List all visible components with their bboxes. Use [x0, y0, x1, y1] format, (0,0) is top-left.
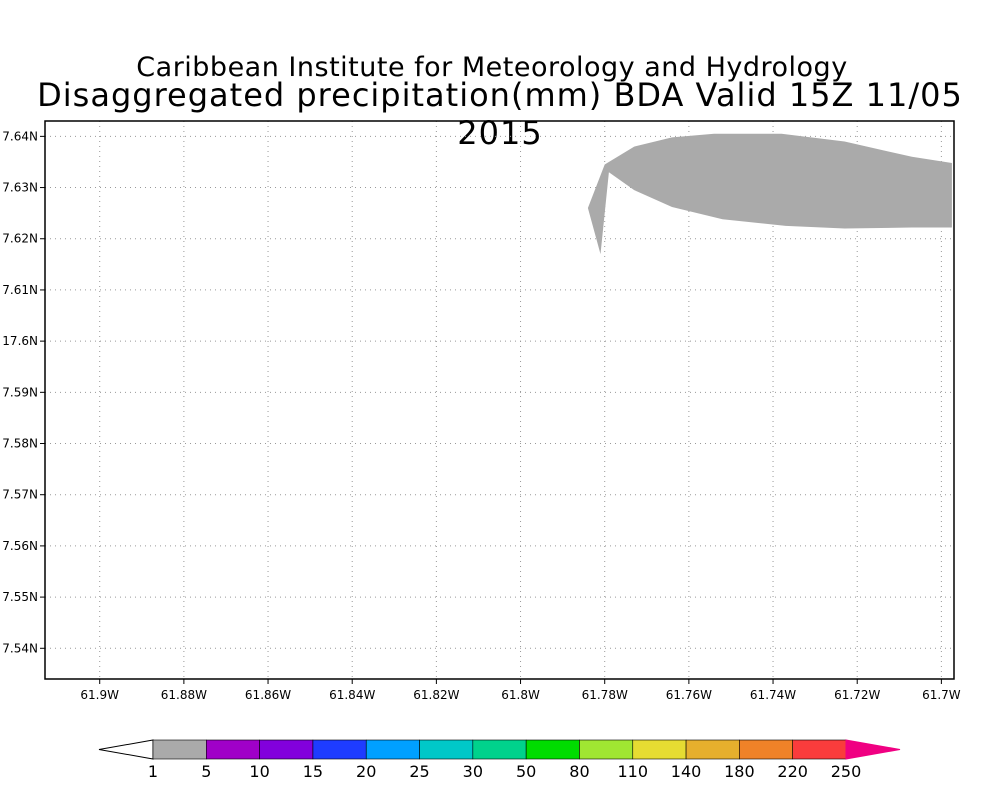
colorbar-box — [206, 739, 260, 760]
colorbar-tick-label: 50 — [516, 762, 536, 781]
colorbar-tick-label: 25 — [409, 762, 429, 781]
y-tick-label: 7.54N — [2, 641, 38, 655]
colorbar-box — [365, 739, 420, 760]
precip-area-1-5 — [587, 133, 952, 255]
x-tick-label: 61.7W — [922, 688, 961, 702]
y-tick-label: 17.6N — [2, 334, 38, 348]
y-tick-label: 7.64N — [2, 129, 38, 143]
colorbar-tick-label: 15 — [303, 762, 323, 781]
y-tick-label: 7.56N — [2, 539, 38, 553]
x-tick-label: 61.86W — [245, 688, 291, 702]
colorbar-tick-label: 10 — [249, 762, 269, 781]
colorbar-box — [419, 739, 474, 760]
colorbar-tick-label: 1 — [148, 762, 158, 781]
x-tick-label: 61.74W — [750, 688, 796, 702]
x-tick-label: 61.88W — [161, 688, 207, 702]
y-tick-label: 7.61N — [2, 283, 38, 297]
colorbar-tick-label: 30 — [463, 762, 483, 781]
map-frame — [44, 120, 955, 680]
colorbar-tick-label: 110 — [617, 762, 648, 781]
colorbar-tick-label: 80 — [569, 762, 589, 781]
x-tick-label: 61.84W — [329, 688, 375, 702]
title-line-2: Disaggregated precipitation(mm) BDA Vali… — [37, 76, 963, 152]
colorbar-box — [312, 739, 367, 760]
x-tick-label: 61.78W — [582, 688, 628, 702]
colorbar-tick-label: 140 — [671, 762, 702, 781]
colorbar-box — [739, 739, 793, 760]
y-tick-label: 7.63N — [2, 181, 38, 195]
y-tick-label: 7.62N — [2, 232, 38, 246]
x-tick-label: 61.72W — [834, 688, 880, 702]
colorbar-box — [685, 739, 740, 760]
y-tick-label: 7.57N — [2, 488, 38, 502]
y-tick-label: 7.58N — [2, 437, 38, 451]
x-tick-label: 61.8W — [501, 688, 540, 702]
colorbar-box — [579, 739, 634, 760]
colorbar-box — [632, 739, 687, 760]
colorbar-box — [792, 739, 847, 760]
colorbar-box — [525, 739, 580, 760]
y-tick-label: 7.55N — [2, 590, 38, 604]
colorbar-tick-label: 250 — [831, 762, 862, 781]
colorbar-tick-label: 220 — [777, 762, 808, 781]
x-tick-label: 61.9W — [80, 688, 119, 702]
colorbar-box — [152, 739, 207, 760]
colorbar-box — [472, 739, 527, 760]
colorbar-box — [259, 739, 314, 760]
x-tick-label: 61.82W — [413, 688, 459, 702]
colorbar-tick-label: 5 — [201, 762, 211, 781]
x-tick-label: 61.76W — [666, 688, 712, 702]
colorbar-tick-label: 180 — [724, 762, 755, 781]
colorbar-upper-arrow — [845, 739, 901, 760]
colorbar-tick-label: 20 — [356, 762, 376, 781]
title-line-1: Caribbean Institute for Meteorology and … — [136, 52, 848, 83]
colorbar-lower-arrow — [98, 739, 154, 760]
y-tick-label: 7.59N — [2, 385, 38, 399]
